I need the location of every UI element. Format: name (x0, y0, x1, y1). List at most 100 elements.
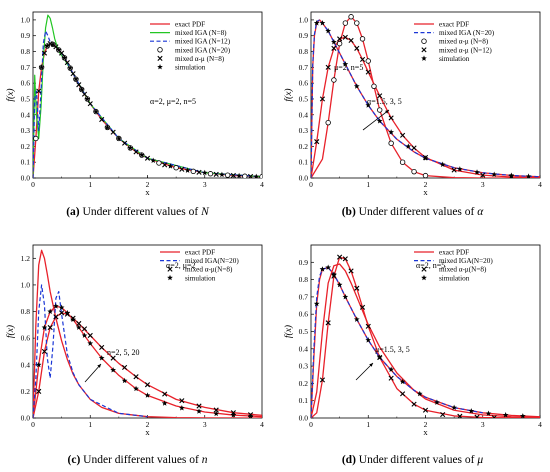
annotation-arrowhead (369, 363, 373, 367)
legend-label: exact PDF (185, 249, 215, 257)
x-tick-label: 0 (31, 420, 35, 429)
data-marker (70, 316, 76, 322)
y-tick-label: 0.3 (21, 126, 31, 135)
data-marker (53, 303, 59, 309)
data-marker (400, 391, 406, 397)
data-marker (70, 71, 76, 77)
legend-label: simulation (439, 55, 470, 63)
data-marker (313, 20, 320, 26)
data-marker (98, 355, 105, 361)
y-tick-label: 0.4 (21, 110, 31, 119)
y-tick-label: 0.8 (21, 307, 31, 316)
data-marker (33, 135, 39, 142)
y-tick-label: 0.2 (21, 387, 31, 396)
data-marker (376, 354, 383, 360)
data-marker (319, 377, 326, 383)
data-marker (116, 135, 122, 141)
data-marker (76, 82, 82, 88)
data-marker (337, 254, 343, 260)
y-tick-label: 0.0 (299, 414, 309, 423)
data-marker (342, 61, 349, 67)
data-marker (525, 173, 532, 178)
data-marker (354, 20, 360, 26)
annotation-arrow (84, 363, 102, 383)
data-marker (313, 300, 320, 307)
data-marker (127, 144, 134, 151)
data-marker (342, 256, 348, 262)
data-marker (491, 415, 497, 418)
x-tick-label: 2 (424, 420, 428, 429)
data-marker (87, 332, 93, 339)
series-line (311, 19, 540, 178)
data-marker (434, 399, 440, 405)
data-marker (319, 266, 326, 272)
data-marker (331, 271, 337, 277)
data-marker (81, 332, 88, 338)
plot-frame (32, 244, 263, 419)
data-marker (376, 118, 383, 124)
data-marker (53, 314, 59, 320)
data-marker (41, 324, 48, 330)
data-marker (319, 20, 326, 26)
y-tick-label: 0.8 (299, 275, 309, 284)
data-marker (230, 412, 237, 418)
data-marker (41, 50, 48, 56)
data-marker (365, 58, 371, 64)
data-marker (64, 60, 70, 66)
data-marker (354, 45, 360, 51)
y-tick-label: 0.9 (21, 31, 31, 40)
data-marker (388, 140, 394, 146)
series-line (311, 263, 540, 418)
data-marker (179, 398, 185, 404)
data-marker (104, 124, 111, 130)
annotation-text: α=2, n=5 (416, 261, 445, 270)
caption-a: (a) Under different values of N (0, 206, 275, 218)
caption-c: (c) Under different values of n (0, 454, 275, 466)
data-marker (81, 91, 88, 97)
data-marker (150, 157, 157, 164)
y-tick-label: 0.8 (21, 47, 31, 56)
chart-panel-2: 0 1 2 3 4 0.0 0.2 0.4 0.6 0.8 1.0 1.2 x f(x) exact PDF… (5, 244, 264, 437)
data-marker (138, 152, 145, 158)
y-tick-label: 1.0 (21, 15, 31, 24)
caption-d-letter: (d) (341, 454, 356, 466)
data-marker (457, 413, 463, 418)
data-marker (162, 162, 168, 168)
data-marker (405, 143, 412, 149)
legend-label: mixed IGA (N=8) (175, 29, 227, 37)
caption-a-var: N (201, 206, 209, 218)
caption-c-var: n (201, 454, 208, 466)
data-marker (78, 86, 85, 92)
data-marker (314, 139, 320, 145)
data-marker (67, 65, 74, 71)
caption-a-text: Under different values of (79, 206, 202, 218)
data-marker (87, 340, 94, 346)
x-tick-label: 4 (260, 180, 264, 189)
data-marker (325, 119, 331, 126)
y-tick-label: 0.0 (299, 174, 309, 183)
y-tick-label: 0.7 (21, 63, 31, 72)
data-marker (122, 364, 128, 371)
legend-label: exact PDF (439, 21, 469, 29)
caption-d: (d) Under different values of μ (275, 454, 550, 466)
x-tick-label: 3 (481, 180, 485, 189)
data-marker (411, 145, 417, 151)
legend-label: mixed α-μ (N=8) (439, 38, 489, 46)
data-marker (399, 378, 406, 385)
x-axis-label: x (145, 187, 150, 197)
data-marker (365, 102, 372, 108)
data-marker (110, 367, 116, 373)
data-marker (508, 172, 515, 178)
data-marker (353, 316, 360, 322)
data-marker (342, 293, 349, 300)
data-marker (411, 168, 417, 175)
annotation-arrowhead (385, 110, 389, 114)
data-marker (336, 40, 343, 47)
data-marker (64, 309, 71, 316)
data-marker (365, 69, 371, 75)
data-marker (354, 285, 360, 291)
y-axis-label: f(x) (283, 88, 294, 101)
